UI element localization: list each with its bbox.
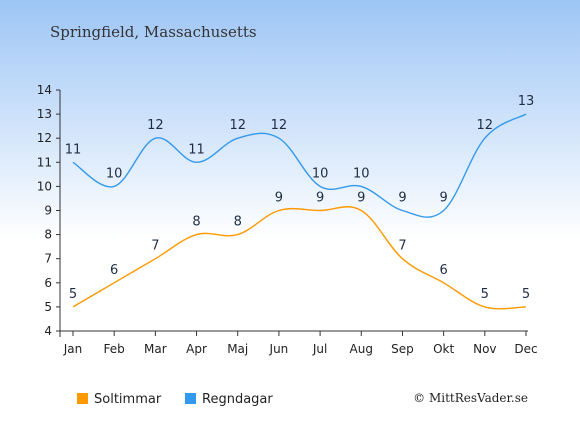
- chart-title: Springfield, Massachusetts: [50, 23, 257, 41]
- y-tick-label: 10: [37, 179, 52, 193]
- data-label-regndagar: 9: [439, 191, 447, 206]
- y-tick-label: 11: [37, 155, 52, 169]
- data-label-soltimmar: 5: [481, 287, 489, 302]
- data-label-soltimmar: 5: [69, 287, 77, 302]
- x-tick-label: Maj: [227, 342, 248, 356]
- x-tick-label: Okt: [433, 342, 454, 356]
- x-tick-label: Aug: [350, 342, 373, 356]
- y-tick-label: 13: [37, 107, 52, 121]
- data-label-regndagar: 11: [188, 142, 205, 157]
- data-label-regndagar: 12: [147, 118, 164, 133]
- x-tick-label: Jan: [63, 342, 83, 356]
- data-label-soltimmar: 8: [192, 215, 200, 230]
- data-label-regndagar: 13: [518, 94, 535, 109]
- legend: Soltimmar Regndagar: [77, 392, 273, 407]
- x-tick-label: Jul: [312, 342, 327, 356]
- legend-swatch-regndagar: [185, 393, 196, 404]
- data-label-soltimmar: 9: [357, 191, 365, 206]
- y-tick-label: 4: [44, 324, 52, 338]
- data-label-regndagar: 10: [312, 166, 329, 181]
- data-label-soltimmar: 8: [234, 215, 242, 230]
- data-label-soltimmar: 6: [110, 263, 118, 278]
- legend-label-regndagar: Regndagar: [202, 392, 273, 407]
- copyright-text: © MittResVader.se: [413, 391, 528, 405]
- data-label-regndagar: 10: [353, 166, 370, 181]
- y-tick-label: 12: [37, 131, 52, 145]
- data-label-regndagar: 10: [106, 166, 123, 181]
- y-tick-label: 9: [44, 204, 52, 218]
- data-label-soltimmar: 9: [275, 191, 283, 206]
- x-tick-label: Jun: [269, 342, 289, 356]
- data-label-regndagar: 12: [229, 118, 246, 133]
- y-tick-label: 6: [44, 276, 52, 290]
- data-label-soltimmar: 6: [439, 263, 447, 278]
- y-tick-label: 14: [37, 83, 52, 97]
- data-label-soltimmar: 7: [151, 239, 159, 254]
- series-layer: [72, 113, 527, 310]
- x-tick-label: Nov: [473, 342, 496, 356]
- x-tick-label: Feb: [104, 342, 125, 356]
- data-label-soltimmar: 9: [316, 191, 324, 206]
- data-label-soltimmar: 5: [522, 287, 530, 302]
- data-label-regndagar: 9: [398, 191, 406, 206]
- x-tick-label: Apr: [186, 342, 207, 356]
- chart-axes: 4 5 6 7 8 9 10 11 12 13 14 Jan Feb Mar Apr Maj Jun Jul Aug…: [37, 83, 538, 356]
- x-tick-label: Mar: [144, 342, 167, 356]
- y-tick-label: 5: [44, 300, 52, 314]
- x-tick-label: Dec: [514, 342, 537, 356]
- data-label-regndagar: 11: [65, 142, 82, 157]
- data-label-soltimmar: 7: [398, 239, 406, 254]
- y-tick-label: 7: [44, 252, 52, 266]
- series-line-soltimmar: [72, 206, 527, 310]
- legend-swatch-soltimmar: [77, 393, 88, 404]
- data-label-regndagar: 12: [477, 118, 494, 133]
- x-tick-label: Sep: [391, 342, 414, 356]
- legend-label-soltimmar: Soltimmar: [94, 392, 162, 407]
- series-line-regndagar: [72, 113, 527, 218]
- data-labels: 5 6 7 8 8 9 9 9 7 6 5 5 11 10 12 11 12 12 10 10 9 9 12 13: [65, 94, 535, 302]
- data-label-regndagar: 12: [271, 118, 288, 133]
- y-tick-label: 8: [44, 228, 52, 242]
